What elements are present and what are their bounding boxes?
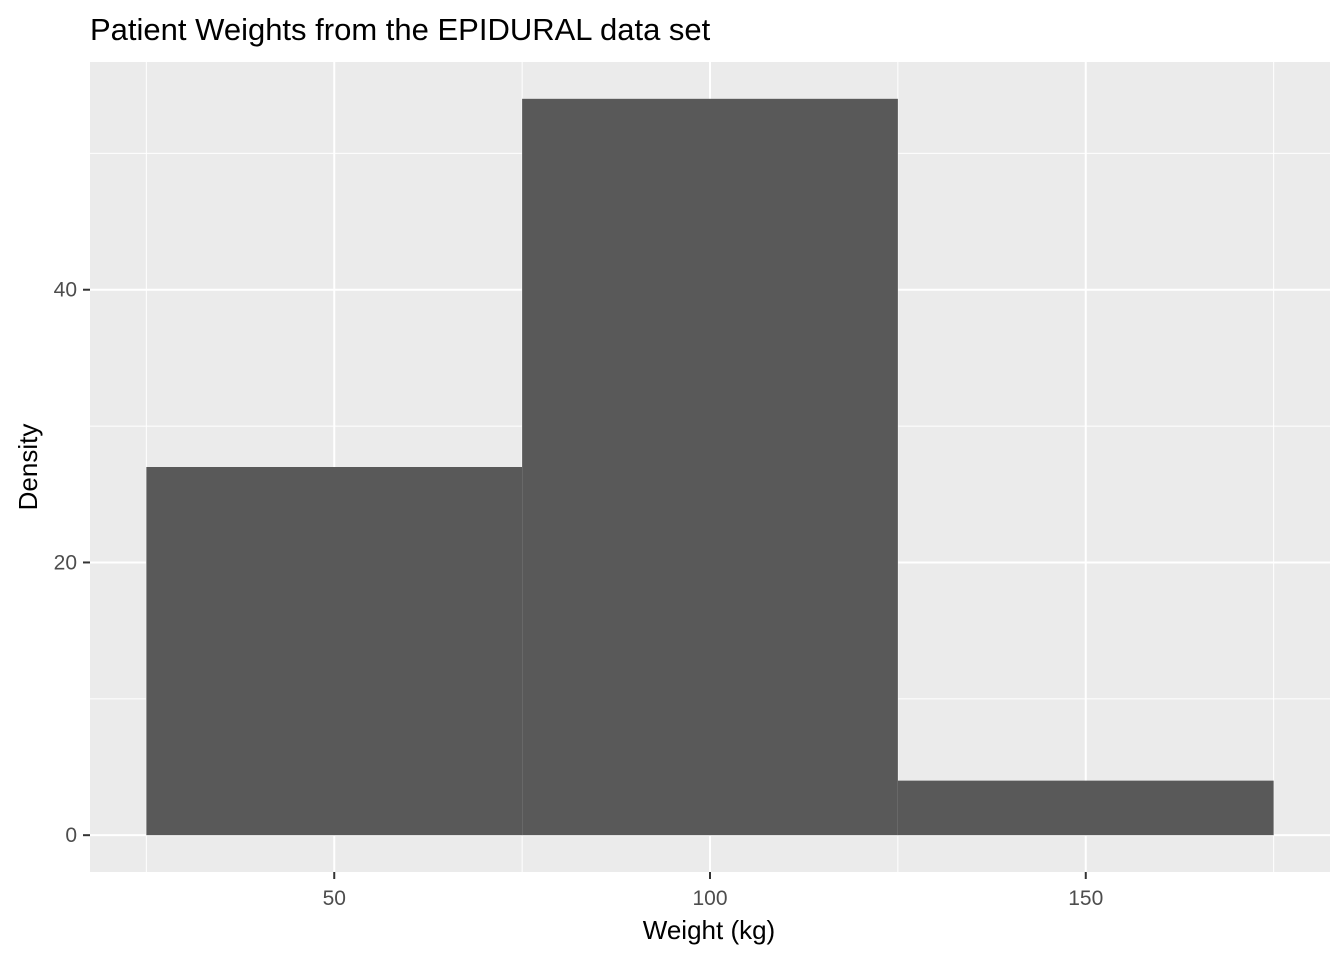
chart-title: Patient Weights from the EPIDURAL data s…	[90, 12, 711, 47]
histogram-bar	[897, 780, 1274, 836]
y-tick-label: 0	[65, 824, 77, 847]
x-axis: 50 100 150	[323, 872, 1103, 910]
y-axis-title: Density	[13, 424, 43, 511]
histogram-bar	[146, 467, 523, 836]
x-tick-label: 150	[1068, 887, 1103, 910]
y-axis: 0 20 40	[54, 279, 90, 847]
histogram-bars	[146, 98, 1274, 836]
y-tick-label: 40	[54, 279, 77, 302]
histogram-bar	[522, 98, 898, 836]
x-axis-title: Weight (kg)	[643, 915, 775, 945]
y-tick-label: 20	[54, 551, 77, 574]
x-tick-label: 50	[323, 887, 346, 910]
x-tick-label: 100	[692, 887, 727, 910]
